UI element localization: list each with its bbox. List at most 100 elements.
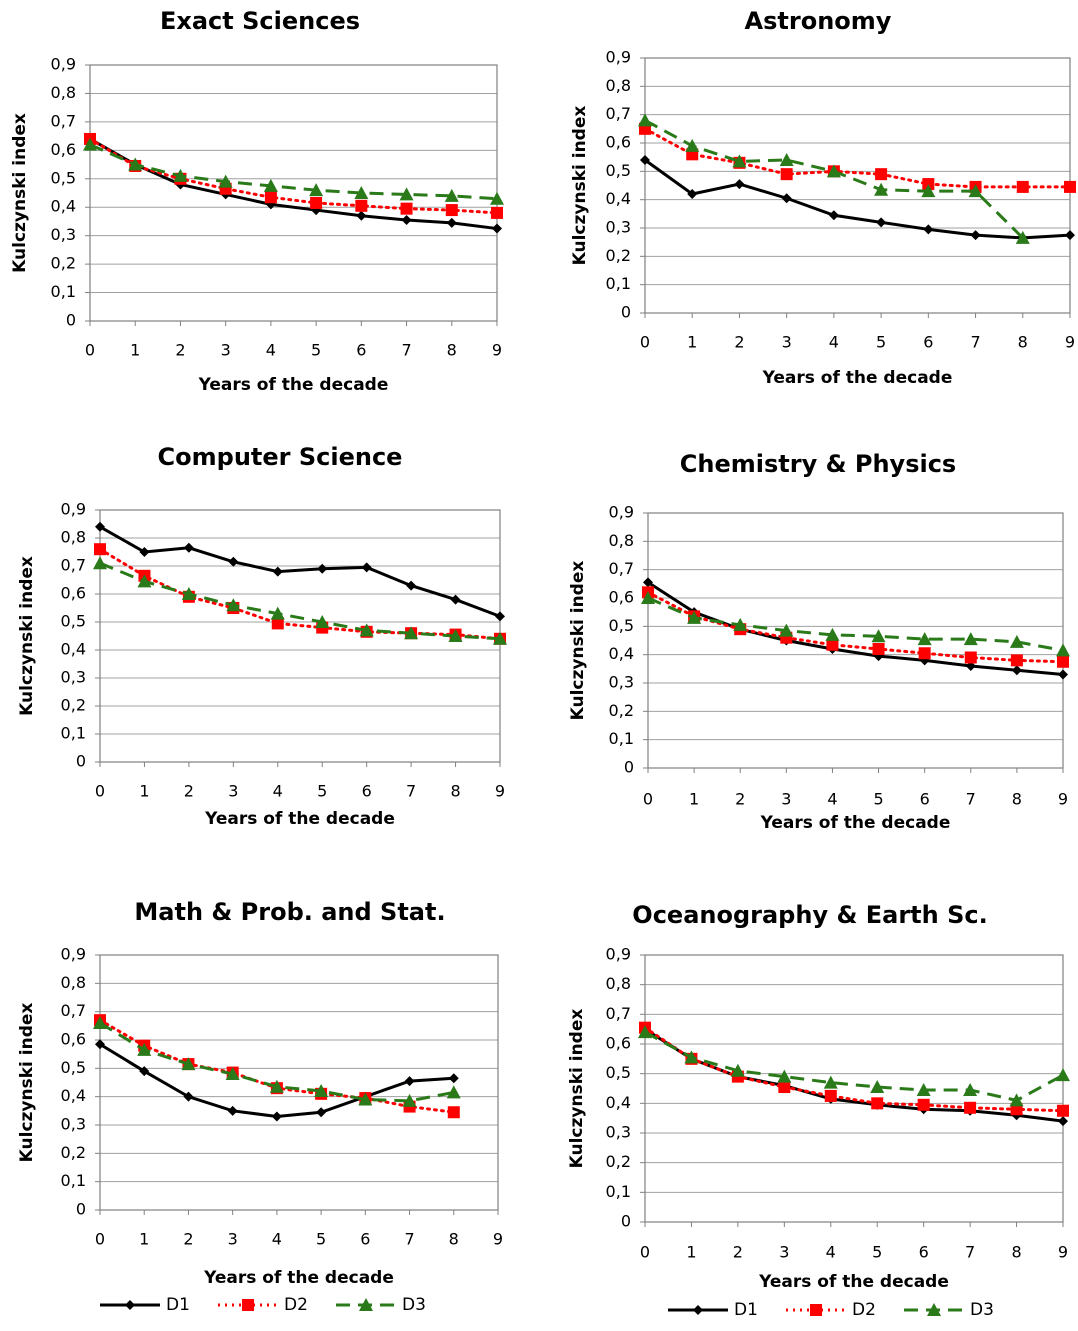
- plot-frame: [647, 512, 1064, 769]
- series-line: [644, 119, 1024, 239]
- marker: [871, 1097, 884, 1110]
- marker: [963, 1082, 978, 1096]
- marker: [1016, 180, 1029, 193]
- series-line: [647, 596, 1064, 652]
- marker: [732, 154, 747, 168]
- legend-label: D2: [852, 1300, 876, 1320]
- y-tick-label: 0,1: [51, 282, 76, 301]
- y-tick-label: 0,6: [609, 588, 634, 607]
- marker: [139, 1066, 150, 1077]
- x-tick-label: 9: [1065, 333, 1075, 352]
- y-tick-label: 0,4: [609, 644, 634, 663]
- y-tick-label: 0,4: [606, 189, 631, 208]
- marker: [491, 206, 503, 219]
- marker: [1058, 1116, 1068, 1127]
- x-tick-label: 1: [139, 782, 149, 801]
- marker: [968, 184, 983, 198]
- marker: [870, 1080, 885, 1094]
- plot-frame: [99, 509, 501, 763]
- y-tick-label: 0,2: [61, 1143, 86, 1162]
- x-tick-label: 6: [920, 790, 930, 809]
- x-tick-label: 3: [782, 333, 792, 352]
- x-tick-label: 0: [95, 782, 105, 801]
- y-tick-label: 0,9: [61, 500, 86, 519]
- x-tick-label: 2: [184, 782, 194, 801]
- series-line: [89, 143, 498, 201]
- y-tick-label: 0,1: [609, 729, 634, 748]
- marker: [404, 626, 419, 640]
- x-tick-label: 2: [735, 790, 745, 809]
- marker: [263, 178, 278, 192]
- marker: [779, 153, 794, 166]
- y-tick-label: 0,5: [51, 168, 76, 187]
- marker: [361, 562, 372, 573]
- y-tick-label: 0,9: [606, 945, 631, 964]
- marker: [400, 202, 413, 215]
- plot-frame: [89, 64, 498, 322]
- marker: [730, 1063, 745, 1077]
- legend-label: D1: [166, 1295, 190, 1315]
- x-tick-label: 2: [175, 341, 185, 360]
- series-line: [89, 137, 498, 231]
- y-tick-label: 0,6: [606, 1034, 631, 1053]
- x-tick-label: 4: [273, 782, 283, 801]
- marker: [734, 179, 745, 190]
- y-tick-label: 0,1: [606, 274, 631, 293]
- marker: [354, 186, 369, 199]
- x-tick-label: 0: [640, 1243, 650, 1262]
- x-axis-label: Years of the decade: [760, 813, 951, 833]
- marker: [446, 217, 457, 228]
- marker: [183, 1091, 194, 1102]
- x-tick-label: 6: [356, 341, 366, 360]
- y-tick-label: 0,2: [606, 246, 631, 265]
- marker: [227, 1105, 238, 1116]
- chart-panel: Astronomy 0 0,1 0,2 0,3 0,4 0,5 0,6 0,7 0,8 0,9 0 1 2…: [570, 7, 1076, 388]
- marker: [874, 182, 889, 196]
- legend-label: D2: [284, 1295, 308, 1315]
- y-tick-label: 0: [66, 311, 76, 330]
- y-axis-label: Kulczynski index: [17, 1003, 37, 1163]
- plot-frame: [99, 954, 499, 1211]
- marker: [1009, 1093, 1024, 1107]
- x-tick-label: 0: [640, 333, 650, 352]
- x-tick-label: 8: [1011, 1243, 1021, 1262]
- legend-marker: [810, 1304, 822, 1316]
- marker: [181, 587, 196, 600]
- chart-title: Oceanography & Earth Sc.: [632, 901, 987, 929]
- x-tick-label: 7: [401, 341, 411, 360]
- y-tick-label: 0: [624, 758, 634, 777]
- x-tick-label: 8: [447, 341, 457, 360]
- series-line: [647, 581, 1064, 676]
- marker: [309, 183, 324, 197]
- y-tick-label: 0,7: [61, 1001, 86, 1020]
- marker: [137, 1042, 152, 1056]
- marker: [828, 210, 839, 221]
- series-line: [644, 1030, 1064, 1102]
- x-tick-label: 1: [130, 341, 140, 360]
- chart-title: Computer Science: [158, 443, 403, 471]
- marker: [1057, 1104, 1069, 1117]
- marker: [317, 563, 328, 574]
- marker: [399, 187, 414, 201]
- marker: [964, 1101, 977, 1114]
- marker: [445, 204, 458, 217]
- marker: [875, 168, 888, 181]
- y-tick-label: 0,9: [606, 48, 631, 67]
- x-tick-label: 0: [95, 1230, 105, 1249]
- marker: [1010, 654, 1023, 667]
- chart-panel: Computer Science 0 0,1 0,2 0,3 0,4 0,5 0,6 0,7 0,…: [17, 443, 507, 829]
- marker: [448, 1073, 459, 1084]
- y-tick-label: 0,8: [51, 83, 76, 102]
- y-tick-label: 0,4: [61, 640, 86, 659]
- x-tick-label: 1: [686, 1243, 696, 1262]
- series-line: [99, 525, 501, 618]
- marker: [446, 1085, 461, 1099]
- y-tick-label: 0,7: [606, 104, 631, 123]
- marker: [139, 547, 150, 557]
- marker: [872, 643, 885, 655]
- x-tick-label: 3: [228, 782, 238, 801]
- marker: [447, 1106, 460, 1119]
- marker: [404, 1076, 415, 1087]
- y-tick-label: 0: [76, 1200, 86, 1219]
- y-tick-label: 0,9: [61, 945, 86, 964]
